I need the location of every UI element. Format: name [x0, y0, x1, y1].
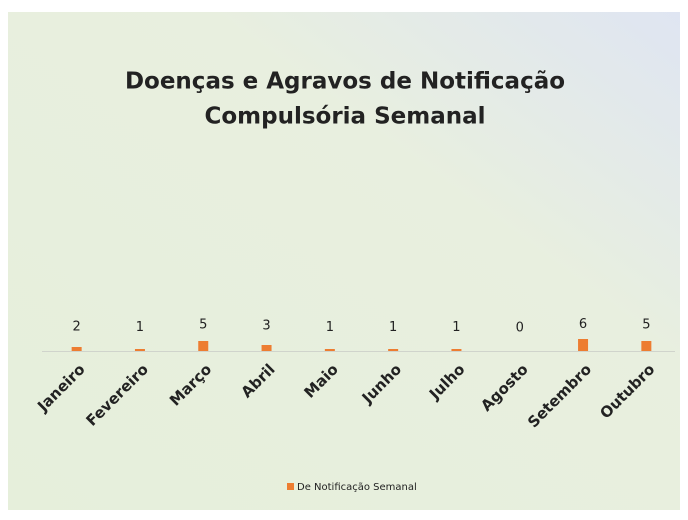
data-label: 5 [642, 318, 650, 333]
data-label: 0 [516, 321, 524, 336]
data-label: 1 [452, 320, 460, 335]
chart-title: Doenças e Agravos de Notificação [125, 69, 565, 95]
bar [71, 347, 82, 351]
data-label: 1 [389, 320, 397, 335]
legend-label: De Notificação Semanal [297, 482, 417, 493]
data-label: 5 [199, 318, 207, 333]
data-label: 6 [579, 317, 587, 332]
data-label: 2 [73, 319, 81, 334]
bar [198, 341, 209, 351]
data-label: 1 [326, 320, 334, 335]
bar [451, 349, 462, 351]
bar [134, 349, 145, 351]
chart-background [8, 12, 680, 510]
bar [261, 345, 272, 351]
bar [641, 341, 652, 351]
data-label: 1 [136, 320, 144, 335]
bar [388, 349, 399, 351]
bar [324, 349, 335, 351]
bar [578, 339, 589, 351]
legend-swatch [287, 483, 294, 490]
data-label: 3 [262, 319, 270, 334]
chart-title: Compulsória Semanal [204, 104, 485, 130]
